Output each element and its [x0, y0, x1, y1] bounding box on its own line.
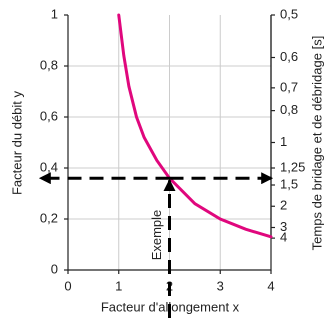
- y-axis-label: Facteur du débit y: [9, 90, 24, 195]
- y-tick-label: 1: [51, 6, 58, 21]
- x-tick-label: 1: [115, 278, 122, 293]
- y2-tick-label: 1: [280, 134, 287, 149]
- y-tick-label: 0,2: [40, 210, 58, 225]
- y-tick-label: 0,6: [40, 108, 58, 123]
- y2-tick-label: 1,25: [280, 159, 305, 174]
- x-tick-label: 0: [64, 278, 71, 293]
- y2-axis-label: Temps de bridage et de débridage [s]: [309, 36, 324, 251]
- y-tick-label: 0,4: [40, 159, 58, 174]
- y2-tick-label: 0,8: [280, 102, 298, 117]
- y-tick-label: 0: [51, 261, 58, 276]
- y2-tick-label: 2: [280, 198, 287, 213]
- y-tick-label: 0,8: [40, 57, 58, 72]
- y2-tick-label: 4: [280, 230, 287, 245]
- y2-tick-label: 0,6: [280, 49, 298, 64]
- y2-tick-label: 0,7: [280, 79, 298, 94]
- x-tick-label: 3: [217, 278, 224, 293]
- series-line: [117, 13, 273, 239]
- y2-tick-label: 3: [280, 219, 287, 234]
- y2-tick-label: 0,5: [280, 6, 298, 21]
- y2-tick-label: 1,5: [280, 176, 298, 191]
- x-tick-label: 4: [267, 278, 274, 293]
- annotation: Exemple: [149, 210, 164, 261]
